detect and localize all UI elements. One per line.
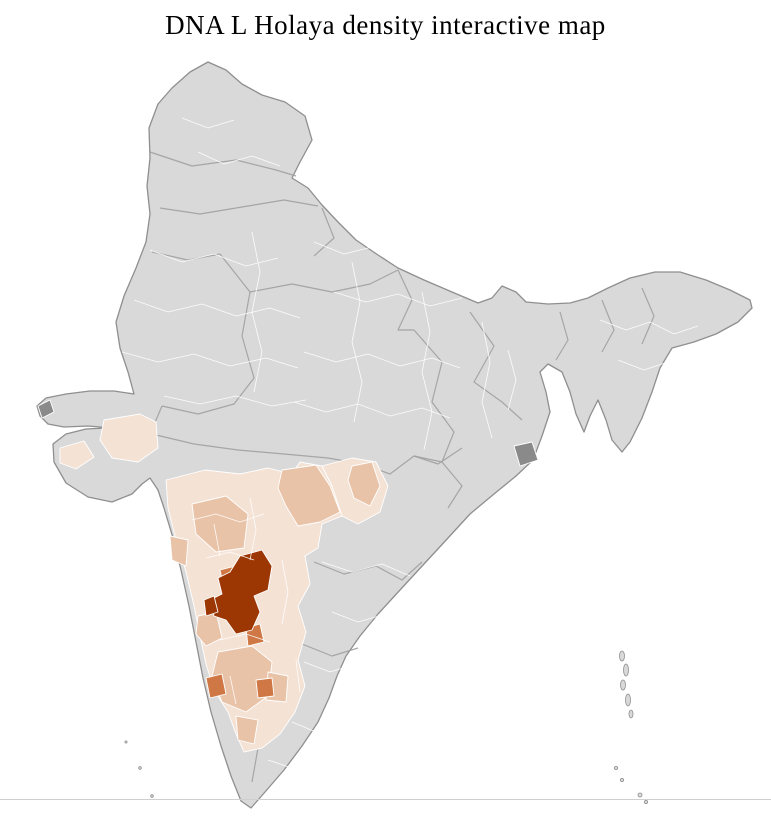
island-shape[interactable] xyxy=(150,794,154,798)
density-district[interactable] xyxy=(169,535,189,567)
district-border-line xyxy=(351,261,363,423)
district-border-line xyxy=(331,611,387,623)
district-border-line xyxy=(267,759,315,769)
density-district[interactable] xyxy=(277,464,341,527)
district-border-line xyxy=(333,291,463,307)
highlight-district[interactable] xyxy=(37,399,55,419)
district-border-line xyxy=(229,675,237,705)
page-title: DNA L Holaya density interactive map xyxy=(165,10,606,40)
district-border-line xyxy=(617,359,669,371)
district-border-line xyxy=(249,497,257,561)
district-border-line xyxy=(251,231,263,393)
district-border-line xyxy=(121,351,299,369)
bottom-divider xyxy=(0,799,771,800)
state-border-line xyxy=(159,199,319,215)
island-shape[interactable] xyxy=(124,740,128,744)
district-border-line xyxy=(313,241,471,263)
state-border-line xyxy=(151,433,363,465)
density-regions xyxy=(59,413,389,753)
density-district[interactable] xyxy=(255,677,275,699)
density-district[interactable] xyxy=(235,715,259,745)
district-border-line xyxy=(507,349,517,411)
lakshadweep-islands[interactable] xyxy=(124,740,154,798)
district-border-line xyxy=(181,117,235,129)
gray-districts xyxy=(37,399,539,467)
island-shape[interactable] xyxy=(620,679,626,691)
district-border-line xyxy=(321,561,411,577)
state-border-line xyxy=(249,269,399,293)
district-border-line xyxy=(205,551,255,561)
district-border-line xyxy=(599,319,699,335)
density-district[interactable] xyxy=(203,595,219,617)
island-shape[interactable] xyxy=(628,709,634,719)
district-border-line xyxy=(293,401,451,419)
island-shape[interactable] xyxy=(619,650,625,662)
district-border-line xyxy=(303,351,461,369)
district-border-line xyxy=(213,523,221,557)
district-border-line xyxy=(303,661,357,673)
state-border-line xyxy=(441,461,463,509)
state-border-line xyxy=(151,251,221,261)
state-border-line xyxy=(397,269,414,331)
state-border-line xyxy=(149,151,297,177)
district-borders-overlay xyxy=(191,497,301,705)
district-border-line xyxy=(191,513,265,523)
density-district[interactable] xyxy=(191,495,249,553)
island-shape[interactable] xyxy=(620,778,625,783)
district-border-line xyxy=(421,291,433,451)
island-shape[interactable] xyxy=(623,663,629,677)
density-district[interactable] xyxy=(347,461,381,507)
density-district[interactable] xyxy=(205,673,227,699)
island-shape[interactable] xyxy=(614,766,619,771)
island-shape[interactable] xyxy=(625,693,631,707)
district-borders xyxy=(121,117,699,769)
district-border-line xyxy=(219,633,271,643)
density-district[interactable] xyxy=(209,549,273,635)
state-border-line xyxy=(313,207,335,257)
density-district[interactable] xyxy=(59,440,95,470)
district-border-line xyxy=(281,559,289,625)
district-border-line xyxy=(295,659,301,693)
district-border-line xyxy=(133,299,301,319)
state-border-line xyxy=(413,329,455,463)
district-border-line xyxy=(481,321,493,439)
andaman-nicobar-islands[interactable] xyxy=(614,650,649,805)
district-border-line xyxy=(197,151,281,167)
highlight-district[interactable] xyxy=(513,441,539,467)
island-shape[interactable] xyxy=(644,800,649,805)
state-border-line xyxy=(555,287,655,361)
district-border-line xyxy=(163,395,307,407)
district-border-line xyxy=(291,721,341,733)
state-border-line xyxy=(301,643,359,657)
district-border-line xyxy=(149,249,279,267)
island-shape[interactable] xyxy=(637,792,643,798)
density-district[interactable] xyxy=(99,413,159,463)
island-shape[interactable] xyxy=(138,766,142,770)
